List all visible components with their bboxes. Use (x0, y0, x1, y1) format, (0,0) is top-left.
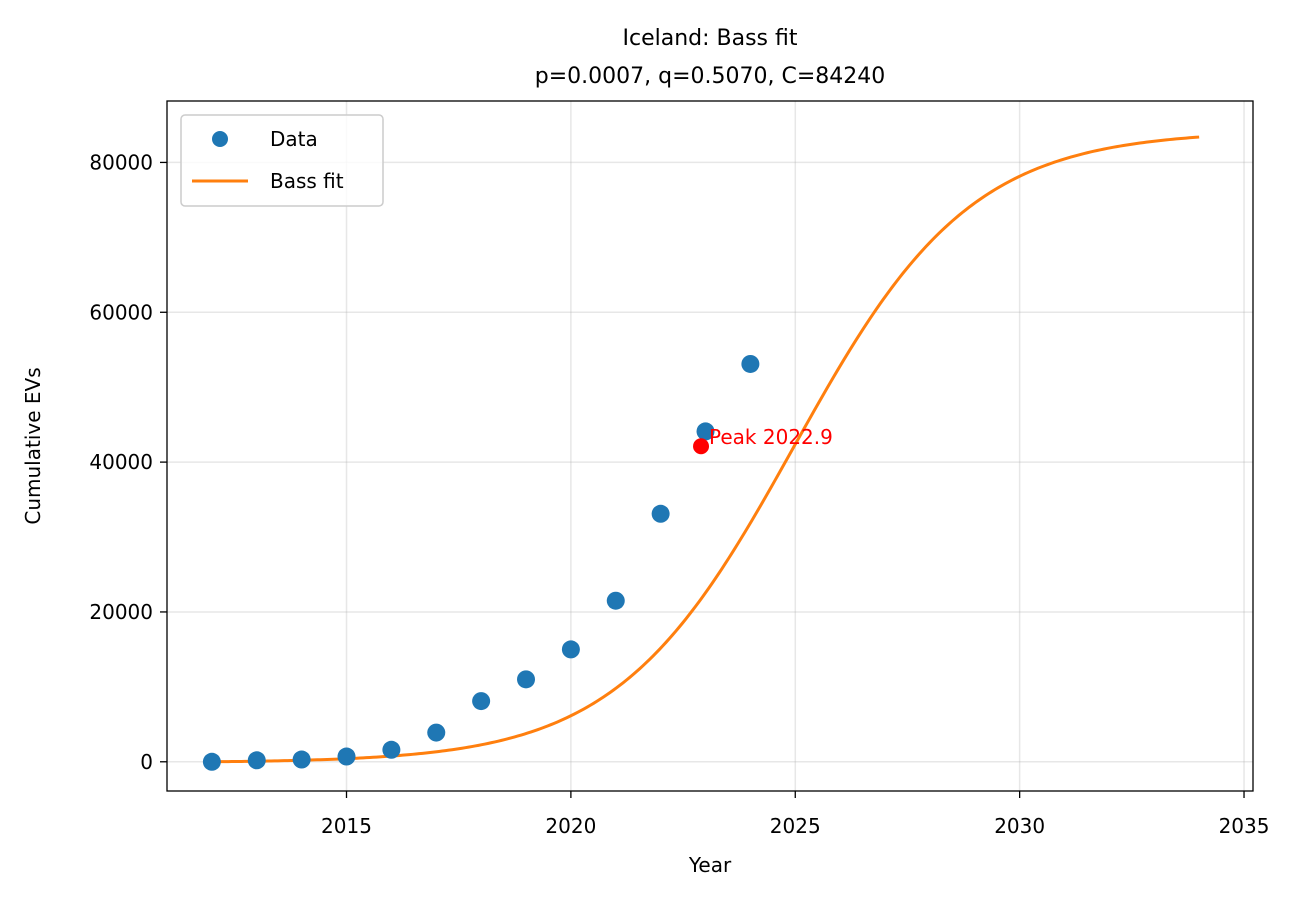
data-point (382, 740, 401, 759)
legend: Data Bass fit (180, 114, 384, 207)
y-axis-label: Cumulative EVs (21, 367, 45, 524)
y-tick-label: 40000 (89, 450, 153, 474)
data-point (202, 752, 221, 771)
data-points (202, 354, 760, 771)
x-tick-label: 2035 (1219, 814, 1270, 838)
x-tick-label: 2025 (770, 814, 821, 838)
bass-fit-line (211, 135, 1200, 764)
data-point (606, 591, 625, 610)
data-point (337, 747, 356, 766)
x-tick-label: 2020 (545, 814, 596, 838)
data-point (561, 640, 580, 659)
data-point (741, 354, 760, 373)
x-axis-label: Year (688, 853, 732, 877)
peak-marker (693, 438, 710, 455)
legend-label-bass-fit: Bass fit (270, 169, 344, 193)
data-point (517, 670, 536, 689)
data-point (247, 751, 266, 770)
data-point (651, 504, 670, 523)
peak-annotation: Peak 2022.9 (709, 425, 833, 449)
y-tick-label: 60000 (89, 300, 153, 324)
chart-subtitle: p=0.0007, q=0.5070, C=84240 (535, 64, 886, 89)
x-tick-label: 2030 (994, 814, 1045, 838)
x-tick-label: 2015 (321, 814, 372, 838)
y-tick-label: 20000 (89, 600, 153, 624)
data-point (292, 750, 311, 769)
legend-box (180, 114, 384, 207)
data-point (696, 422, 715, 441)
data-point (427, 723, 446, 742)
data-point (472, 692, 491, 711)
chart-title: Iceland: Bass fit (622, 26, 797, 51)
legend-marker-data (212, 131, 228, 147)
legend-label-data: Data (270, 127, 318, 151)
axis-ticks: 2015 2020 2025 2030 2035 0 20000 40000 60000 8000… (89, 150, 1269, 838)
plot-area-frame (166, 100, 1254, 792)
y-tick-label: 80000 (89, 150, 153, 174)
y-tick-label: 0 (140, 750, 153, 774)
